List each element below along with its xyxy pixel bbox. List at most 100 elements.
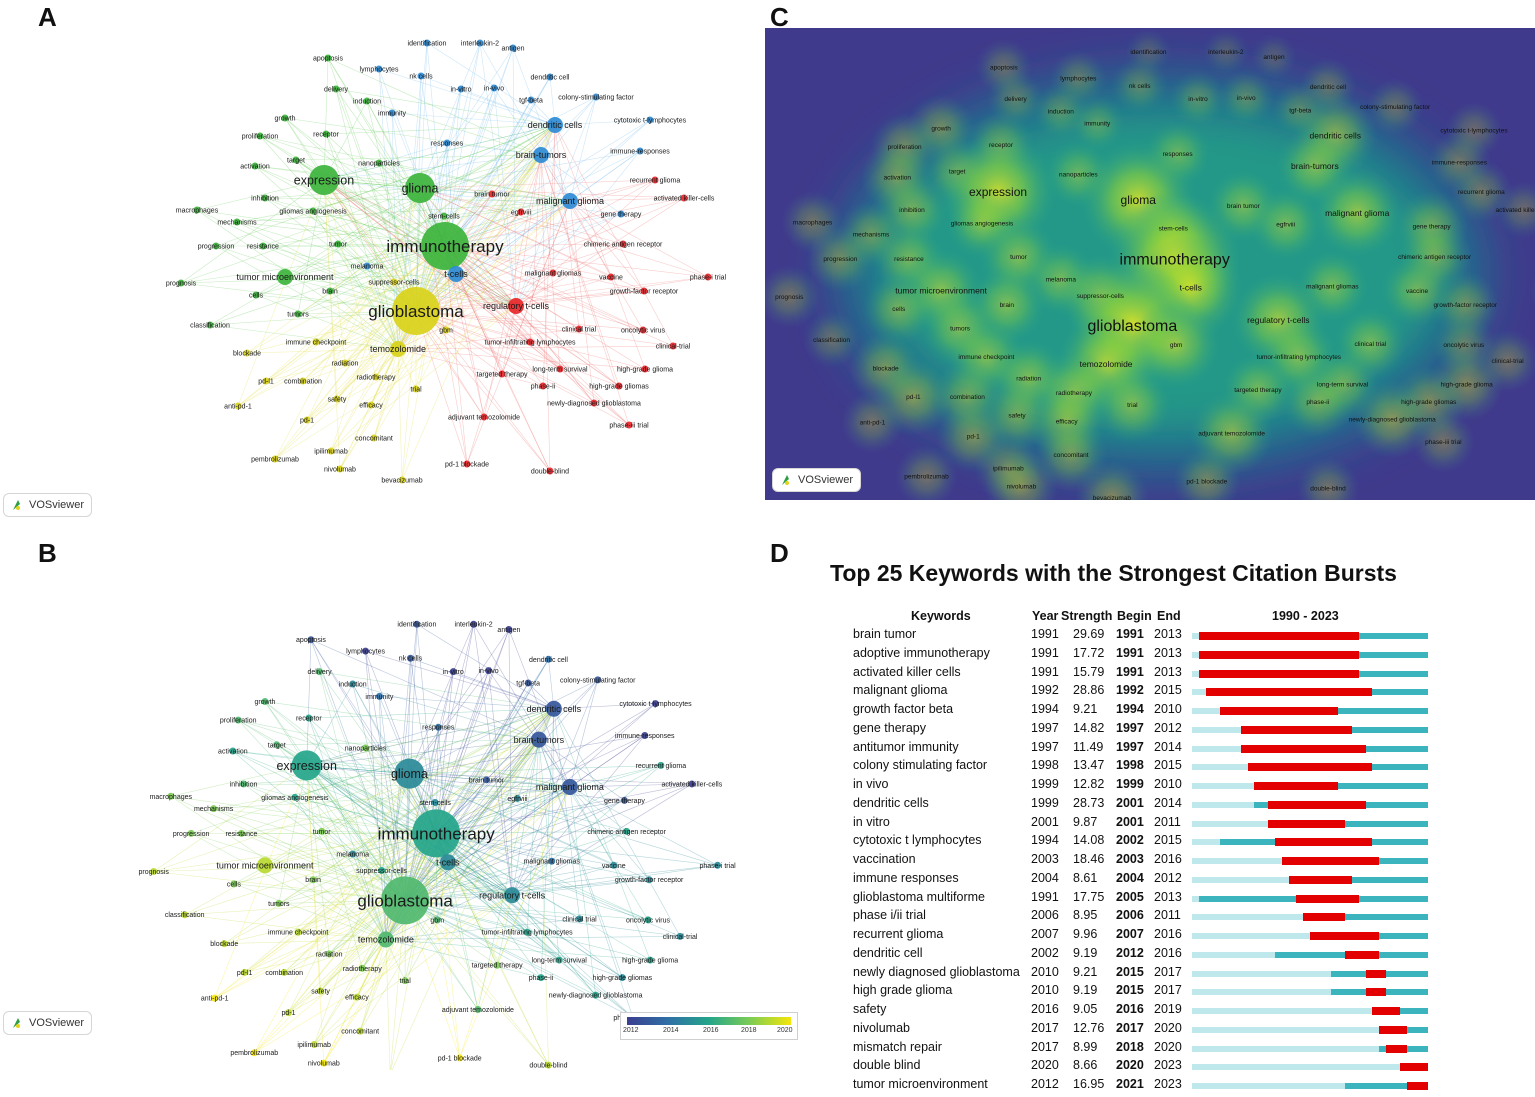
network-node[interactable]: expression [276,750,337,781]
node-circle[interactable] [280,968,288,976]
node-circle[interactable] [546,73,554,81]
node-circle[interactable] [367,401,375,409]
node-circle[interactable] [305,714,313,722]
network-node[interactable]: tgf-beta [519,96,543,105]
node-circle[interactable] [680,194,688,202]
node-circle[interactable] [261,698,269,706]
network-node[interactable]: high-grade glioma [617,365,673,374]
node-circle[interactable] [349,680,357,688]
network-node[interactable]: long-term survival [532,365,588,374]
node-circle[interactable] [317,987,325,995]
network-node[interactable]: stem-cells [419,798,451,807]
network-node[interactable]: resistance [247,242,279,251]
node-circle[interactable] [230,880,238,888]
network-node[interactable]: immune-responses [610,147,670,156]
node-circle[interactable] [220,940,228,948]
network-node[interactable]: brain tumor [469,776,505,784]
overlay-network-graph[interactable]: identification interleukin-2 antigen apopto… [0,540,800,1070]
network-node[interactable]: trial [410,385,422,394]
network-node[interactable]: safety [328,395,347,404]
node-circle[interactable] [234,402,242,410]
network-node[interactable]: tgf-beta [516,679,540,688]
node-circle[interactable] [539,382,547,390]
network-node[interactable]: immunotherapy [386,222,504,270]
node-circle[interactable] [641,732,649,740]
network-node[interactable]: colony-stimulating factor [558,93,634,102]
network-node[interactable]: macrophages [176,206,219,215]
density-map-graph[interactable]: identification interleukin-2 antigen apopto… [765,28,1535,500]
node-circle[interactable] [237,829,245,837]
node-circle[interactable] [482,776,490,784]
node-circle[interactable] [294,310,302,318]
network-node[interactable]: brain [322,287,338,296]
network-node[interactable]: concomitant [341,1027,379,1036]
network-node[interactable]: malignant glioma [536,779,604,796]
network-node[interactable]: nivolumab [324,465,356,474]
network-node[interactable]: egfrviii [507,794,528,803]
network-node[interactable]: immunity [378,109,407,118]
node-circle[interactable] [434,723,442,731]
node-circle[interactable] [526,338,534,346]
network-node[interactable]: dendritic cells [528,117,583,133]
node-circle[interactable] [405,173,435,203]
network-node[interactable]: targeted therapy [472,961,523,970]
network-node[interactable]: anti-pd-1 [201,994,229,1003]
network-node[interactable]: temozolomide [358,931,414,948]
node-circle[interactable] [333,395,341,403]
network-node[interactable]: ipilimumab [297,1041,331,1049]
network-node[interactable]: prognosis [138,867,169,876]
node-circle[interactable] [545,655,552,663]
network-node[interactable]: high-grade glioma [622,956,678,965]
node-circle[interactable] [533,147,549,163]
network-node[interactable]: growth [274,114,296,123]
node-circle[interactable] [474,1006,482,1014]
node-circle[interactable] [646,956,654,964]
node-circle[interactable] [619,240,627,248]
network-node[interactable]: pd-l1 [237,968,253,977]
network-node[interactable]: classification [190,321,230,330]
network-node[interactable]: tumor microenvironment [216,857,314,874]
node-circle[interactable] [392,287,440,335]
node-circle[interactable] [549,269,557,277]
network-node[interactable]: inhibition [251,194,279,203]
node-circle[interactable] [620,796,628,804]
node-circle[interactable] [646,116,654,124]
network-node[interactable]: responses [431,139,464,148]
network-node[interactable]: pd-1 [300,416,314,425]
network-node[interactable]: malignant gliomas [525,269,582,278]
node-circle[interactable] [294,928,302,936]
node-circle[interactable] [530,731,547,748]
node-circle[interactable] [513,794,521,802]
node-circle[interactable] [615,382,623,390]
network-node[interactable]: adjuvant temozolomide [448,413,520,422]
network-node[interactable]: newly-diagnosed glioblastoma [549,991,643,1000]
node-circle[interactable] [413,620,421,628]
node-circle[interactable] [324,54,332,62]
node-circle[interactable] [332,85,340,93]
network-node[interactable]: malignant glioma [536,193,604,209]
network-node[interactable]: pembrolizumab [230,1049,278,1057]
network-node[interactable]: prognosis [166,279,197,288]
node-circle[interactable] [688,780,696,788]
node-circle[interactable] [401,977,409,985]
node-circle[interactable] [307,636,315,644]
node-circle[interactable] [625,421,633,429]
node-circle[interactable] [417,72,425,80]
node-circle[interactable] [623,827,631,835]
node-circle[interactable] [644,916,652,924]
network-node[interactable]: resistance [225,829,257,838]
network-node[interactable]: induction [339,680,367,689]
network-node[interactable]: nivolumab [308,1059,340,1068]
network-node[interactable]: trial [399,977,411,985]
node-circle[interactable] [394,758,425,789]
node-circle[interactable] [234,716,242,724]
node-circle[interactable] [547,117,563,133]
network-node[interactable]: induction [353,97,381,106]
network-node[interactable]: gliomas angiogenesis [279,207,347,216]
network-node[interactable]: progression [173,829,210,838]
node-circle[interactable] [456,1054,464,1062]
node-circle[interactable] [310,1041,318,1049]
node-circle[interactable] [206,321,214,329]
network-node[interactable]: efficacy [345,993,369,1002]
